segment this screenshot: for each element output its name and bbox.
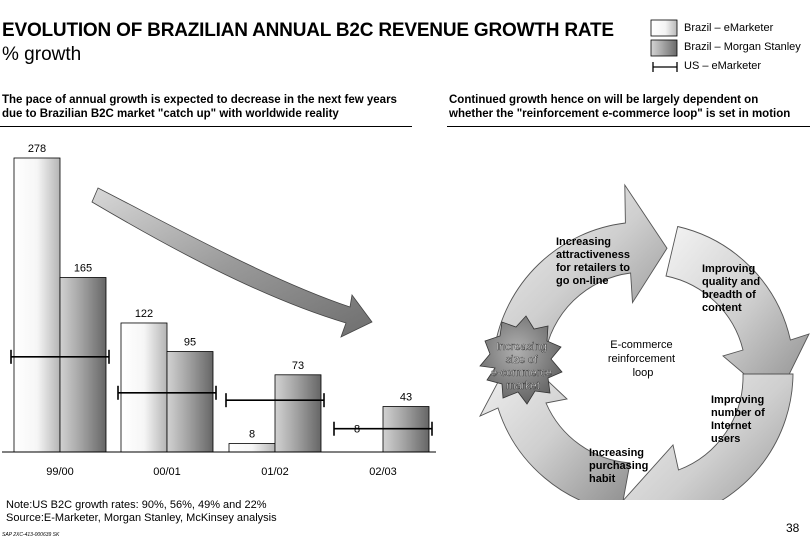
us-marker-0	[10, 349, 110, 364]
note-line-source: Source:E-Marketer, Morgan Stanley, McKin…	[6, 512, 277, 524]
loop-arrow-top	[493, 183, 668, 358]
data-label-emarketer-1: 122	[135, 308, 153, 320]
loop-step-content: Improving quality and breadth of content	[702, 263, 763, 314]
legend-swatch-us	[652, 62, 678, 72]
data-label-morgan-stanley-1: 95	[184, 337, 196, 349]
left-heading-line-1: The pace of annual growth is expected to…	[2, 94, 397, 106]
legend-label-us: US – eMarketer	[684, 60, 762, 72]
us-marker-3	[333, 421, 433, 436]
us-marker-2	[225, 393, 325, 408]
chart-note: Note:US B2C growth rates: 90%, 56%, 49% …	[6, 499, 277, 525]
legend-swatch-emarketer	[650, 19, 678, 37]
loop-center-label: E-commerce reinforcement loop	[608, 339, 678, 379]
legend-swatches	[650, 19, 678, 72]
loop-step-retailers: Increasing attractiveness for retailers …	[556, 236, 633, 287]
left-heading-rule	[0, 126, 412, 127]
loop-step-users: Improving number of Internet users	[711, 394, 768, 445]
category-label-2: 01/02	[261, 466, 289, 478]
right-heading-line-1: Continued growth hence on will be largel…	[449, 94, 759, 106]
growth-bar-chart: 278 165 122 95 8 73 43 8 99/00 00/01 01/02 02/03	[2, 143, 436, 478]
bar-morgan-stanley-0	[59, 277, 107, 453]
data-label-emarketer-2: 8	[249, 429, 255, 441]
bar-morgan-stanley-2	[274, 374, 322, 453]
decline-trend-arrow	[91, 187, 373, 338]
bar-emarketer-1	[120, 322, 168, 453]
legend-label-emarketer: Brazil – eMarketer	[684, 22, 774, 34]
category-label-3: 02/03	[369, 466, 397, 478]
reinforcement-loop-diagram: Increasing size of e-commerce market E-c…	[478, 183, 810, 500]
data-label-emarketer-0: 278	[28, 143, 46, 155]
bar-morgan-stanley-1	[166, 351, 214, 453]
note-line-us-rates: Note:US B2C growth rates: 90%, 56%, 49% …	[6, 499, 267, 511]
legend-swatch-morgan-stanley	[650, 39, 678, 57]
loop-arrow-bottom-right	[622, 373, 794, 500]
loop-step-purchasing: Increasing purchasing habit	[589, 447, 651, 485]
right-heading-line-2: whether the "reinforcement e-commerce lo…	[449, 108, 791, 120]
starburst-shape	[479, 315, 563, 405]
loop-starburst-label: Increasing size of e-commerce market	[491, 341, 555, 392]
bar-emarketer-2	[228, 443, 276, 453]
us-marker-1	[117, 385, 217, 400]
page-number: 38	[786, 521, 800, 535]
bar-emarketer-0	[13, 157, 61, 453]
data-label-morgan-stanley-3: 43	[400, 392, 412, 404]
page-title: EVOLUTION OF BRAZILIAN ANNUAL B2C REVENU…	[2, 20, 614, 41]
page-subtitle: % growth	[2, 44, 82, 65]
legend-label-morgan-stanley: Brazil – Morgan Stanley	[684, 41, 801, 53]
left-section-heading: The pace of annual growth is expected to…	[2, 93, 397, 121]
category-label-0: 99/00	[46, 466, 74, 478]
right-heading-rule	[447, 126, 810, 127]
category-label-1: 00/01	[153, 466, 181, 478]
right-section-heading: Continued growth hence on will be largel…	[449, 93, 790, 121]
data-label-morgan-stanley-0: 165	[74, 263, 92, 275]
footer-code: SAP 2XC-413-000639 SK	[2, 532, 60, 538]
left-heading-line-2: due to Brazilian B2C market "catch up" w…	[2, 108, 339, 120]
extra-label-0: 8	[354, 424, 360, 436]
loop-arrow-right	[665, 225, 810, 402]
data-label-morgan-stanley-2: 73	[292, 360, 304, 372]
